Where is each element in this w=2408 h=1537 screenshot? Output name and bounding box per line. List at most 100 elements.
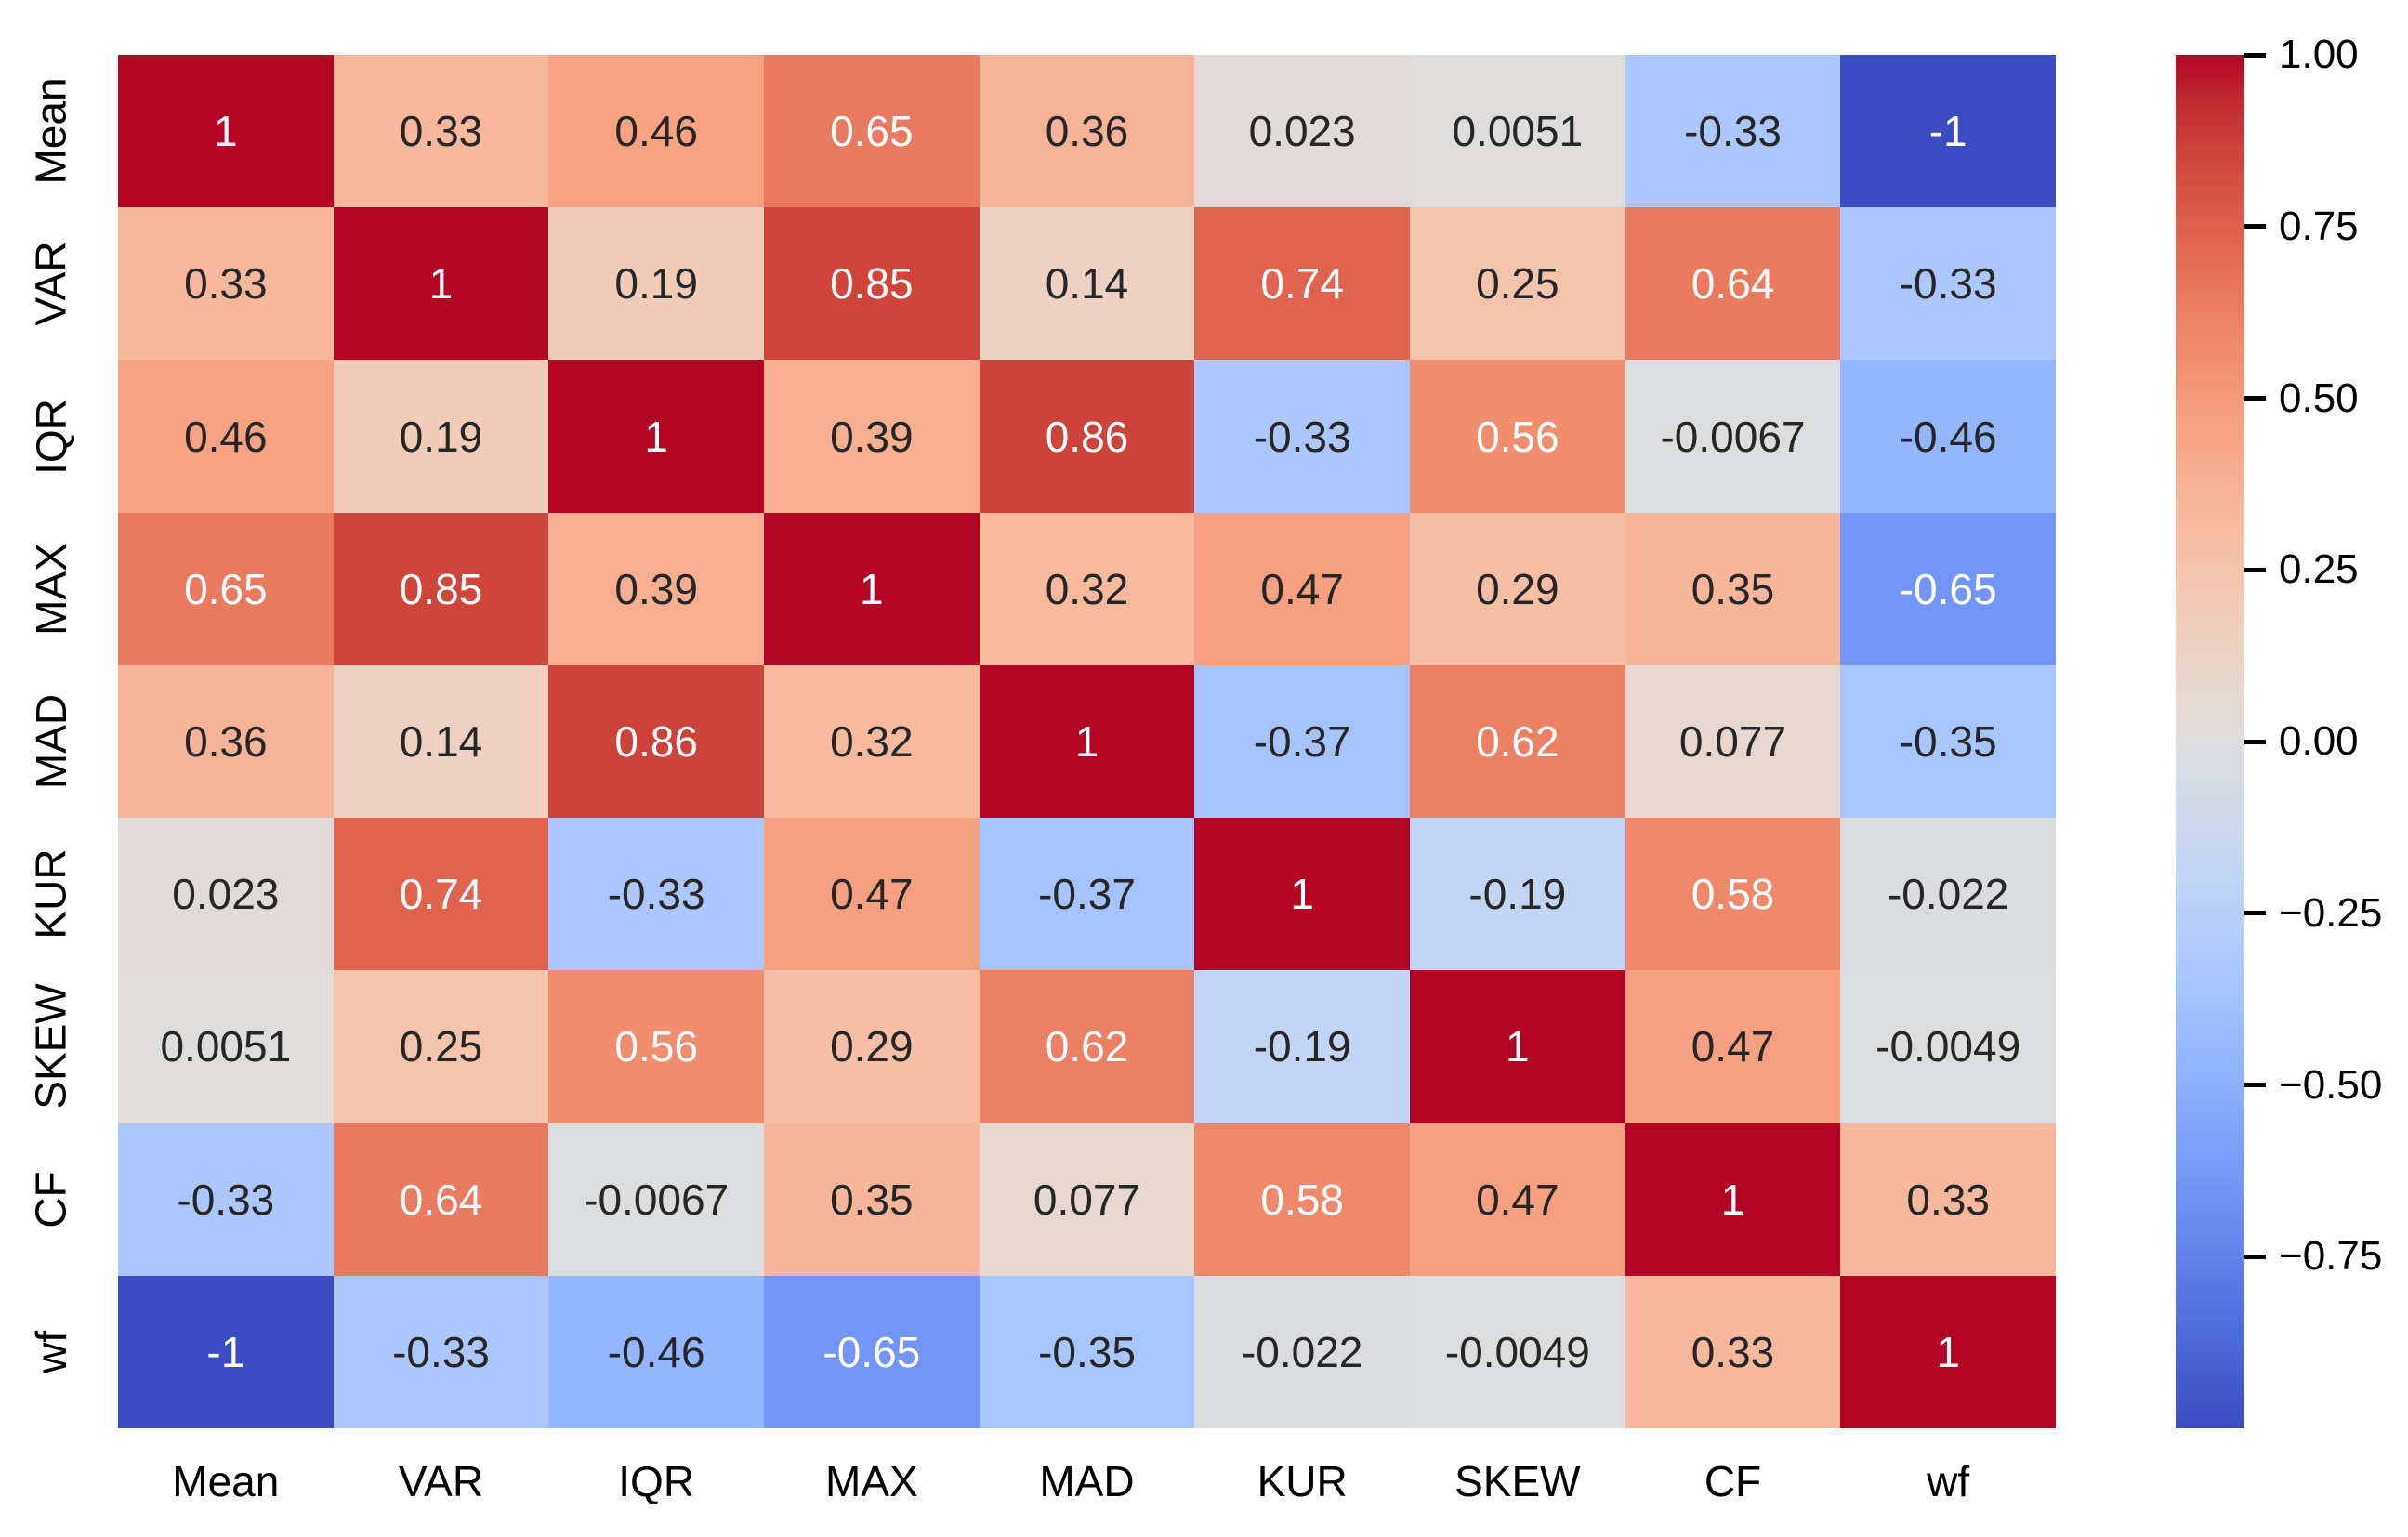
cell-value: 0.29 [830,1022,914,1071]
cell-value: -0.46 [607,1327,705,1376]
heatmap-cell: 0.33 [1625,1275,1841,1428]
heatmap-cell: 0.47 [1625,970,1841,1123]
heatmap-cell: 0.25 [1410,207,1625,361]
heatmap-cell: 0.36 [118,664,334,819]
colorbar-tick-label: 0.75 [2279,203,2359,249]
x-axis-tick-label: CF [1704,1457,1762,1505]
colorbar-tick-label: 0.00 [2279,718,2359,764]
cell-value: 1 [214,107,238,156]
heatmap-cell: -1 [1840,55,2056,208]
colorbar-tick-mark [2244,224,2266,230]
heatmap-cell: 0.29 [764,970,980,1123]
cell-value: -0.0067 [1660,412,1806,461]
colorbar-tick-mark [2244,396,2266,401]
heatmap-cell: -0.35 [1840,664,2056,819]
cell-value: 0.62 [1476,716,1559,766]
y-axis-tick-label: MAX [0,513,102,665]
y-axis-tick-label-text: KUR [27,848,75,939]
cell-value: 0.64 [399,1175,483,1224]
cell-value: -0.19 [1468,870,1567,919]
cell-value: 0.023 [1248,107,1356,156]
colorbar-tick-mark [2244,911,2266,916]
heatmap-cell: 0.39 [548,512,764,665]
heatmap-cell: 0.46 [118,360,334,513]
colorbar-tick-label: 0.50 [2279,374,2359,421]
cell-value: 0.85 [830,259,914,309]
x-axis-tick-label: wf [1927,1457,1970,1505]
heatmap-cell: 0.58 [1625,818,1841,971]
cell-value: 0.85 [399,564,483,613]
cell-value: 0.47 [830,870,914,919]
cell-value: -0.022 [1887,870,2009,919]
cell-value: -0.33 [607,870,705,919]
heatmap-cell: -0.19 [1194,970,1410,1123]
heatmap-cell: 0.47 [1194,512,1410,665]
heatmap-cell: 1 [979,664,1195,819]
cell-value: 0.36 [184,716,268,766]
heatmap-cell: 1 [118,55,334,208]
heatmap-cell: 0.58 [1194,1123,1410,1276]
y-axis-tick-label-text: VAR [26,241,75,326]
cell-value: 0.56 [1476,412,1559,461]
heatmap-cell: 0.0051 [1410,55,1625,208]
heatmap-cell: 0.14 [333,664,549,819]
colorbar-tick-label: 0.25 [2279,546,2359,593]
cell-value: -0.35 [1038,1327,1136,1376]
heatmap-cell: 0.023 [1194,55,1410,208]
cell-value: -0.37 [1038,870,1136,919]
cell-value: 1 [1720,1175,1745,1224]
heatmap-cell: -0.46 [1840,360,2056,513]
colorbar-tick-label: −0.50 [2279,1061,2383,1108]
y-axis-tick-label: CF [0,1123,102,1276]
x-axis-tick-label: MAX [824,1457,918,1505]
y-axis-tick-label-text: Mean [27,77,76,185]
heatmap-cell: 1 [764,512,980,665]
cell-value: 0.65 [830,107,914,156]
heatmap-cell: -0.19 [1410,818,1625,971]
y-axis-tick-label: SKEW [0,970,102,1123]
cell-value: 0.35 [830,1175,914,1224]
cell-value: -0.46 [1899,412,1997,461]
x-axis-tick-label: IQR [618,1457,695,1505]
cell-value: 0.47 [1476,1175,1559,1224]
cell-value: 0.023 [172,870,280,919]
cell-value: 0.33 [399,107,483,156]
cell-value: -0.33 [1684,107,1782,156]
cell-value: 0.25 [1476,259,1559,309]
cell-value: 0.14 [399,716,483,766]
cell-value: 0.64 [1691,259,1775,309]
heatmap-cell: -0.33 [1194,360,1410,513]
y-axis-tick-label: wf [0,1276,102,1428]
cell-value: 1 [1936,1327,1960,1376]
y-axis-tick-label-text: CF [26,1170,75,1228]
cell-value: -0.0049 [1875,1022,2021,1071]
heatmap-cell: 0.64 [333,1123,549,1276]
colorbar-tick-mark [2244,1083,2266,1087]
heatmap-cell: 1 [1625,1123,1841,1276]
cell-value: 0.0051 [1452,107,1584,156]
heatmap-cell: 0.62 [1410,664,1625,819]
x-axis-tick-label: KUR [1257,1457,1348,1505]
heatmap-cell: 1 [1410,970,1625,1123]
cell-value: -0.33 [1899,259,1997,309]
cell-value: 1 [644,412,668,461]
cell-value: 1 [1506,1022,1530,1071]
cell-value: 0.35 [1691,564,1775,613]
heatmap-cell: 1 [1840,1275,2056,1428]
cell-value: 1 [860,564,884,613]
heatmap-cell: 0.32 [979,512,1195,665]
cell-value: 0.65 [184,564,268,613]
heatmap-cell: -0.022 [1194,1275,1410,1428]
cell-value: 1 [1290,870,1314,919]
heatmap-cell: 0.47 [1410,1123,1625,1276]
heatmap-cell: -0.33 [1625,55,1841,208]
heatmap-cell: 0.47 [764,818,980,971]
heatmap-cell: -0.022 [1840,818,2056,971]
colorbar-tick-mark [2244,52,2266,58]
cell-value: 0.19 [399,412,483,461]
heatmap-cell: 0.85 [764,207,980,361]
cell-value: -0.0067 [584,1175,730,1224]
cell-value: 0.58 [1691,870,1775,919]
cell-value: 0.25 [399,1022,483,1071]
